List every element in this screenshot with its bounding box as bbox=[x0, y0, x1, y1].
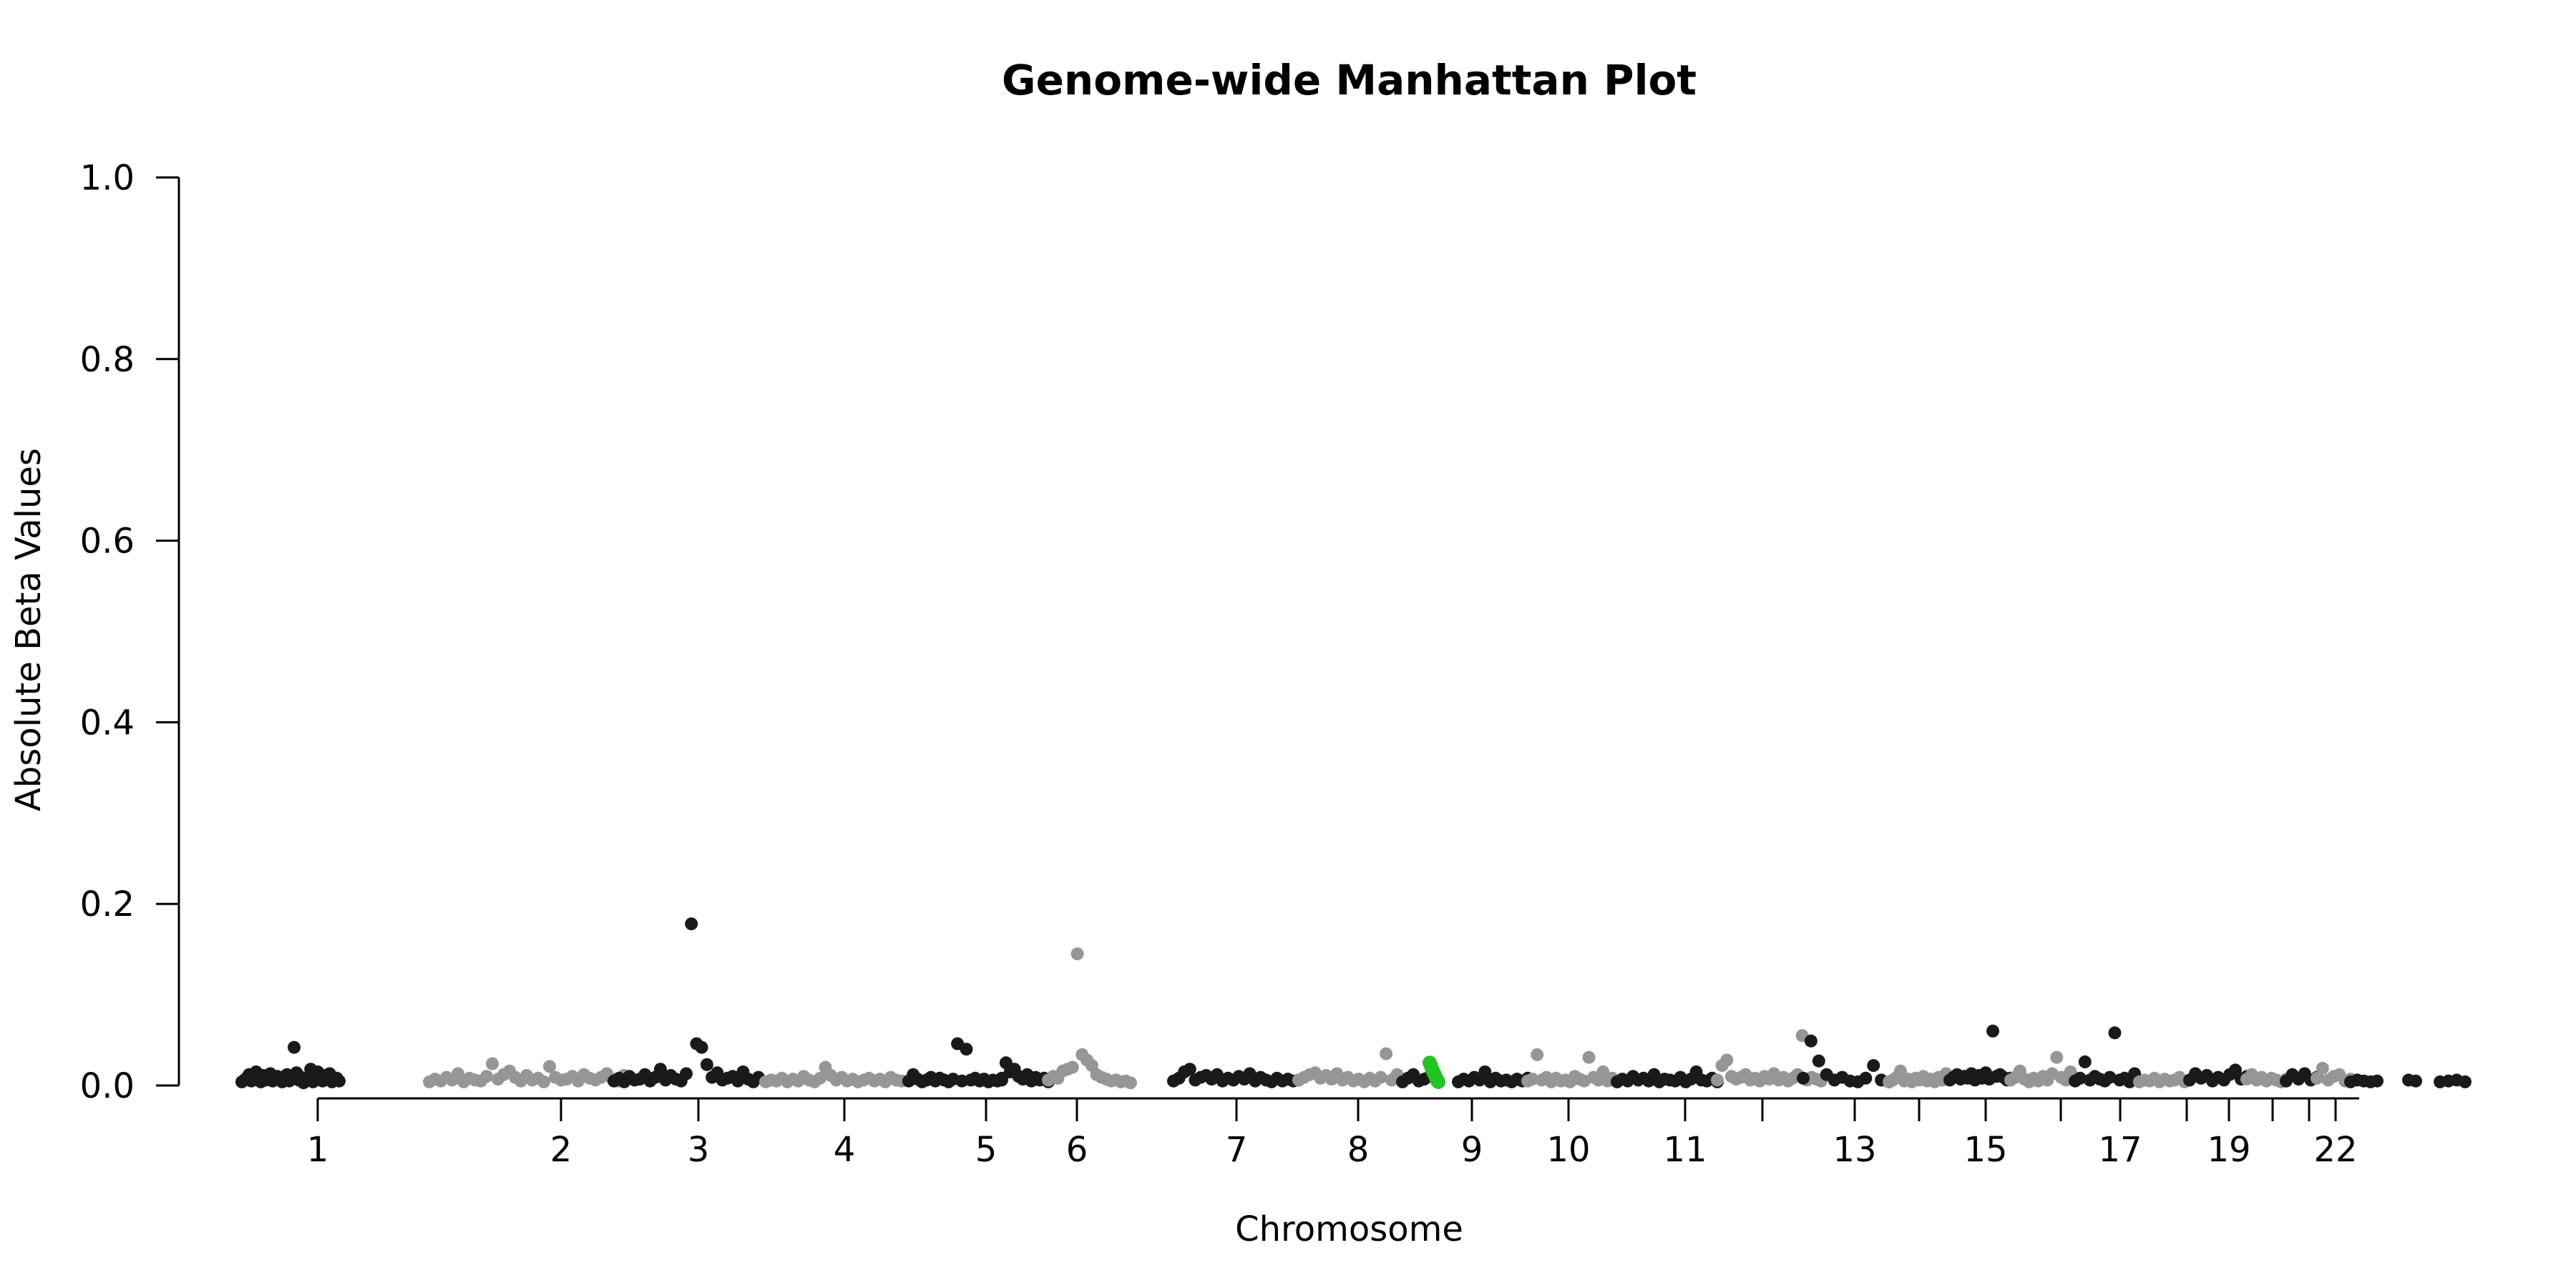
data-point bbox=[1065, 1060, 1079, 1074]
data-point bbox=[1804, 1034, 1818, 1048]
data-point bbox=[486, 1057, 499, 1070]
x-tick-label: 22 bbox=[2313, 1130, 2357, 1170]
x-tick-label: 11 bbox=[1663, 1130, 1707, 1170]
x-tick-label: 2 bbox=[550, 1130, 572, 1170]
data-point bbox=[1070, 947, 1084, 960]
x-tick-label: 6 bbox=[1066, 1130, 1088, 1170]
data-point bbox=[695, 1040, 708, 1054]
data-point bbox=[2108, 1026, 2122, 1040]
data-point bbox=[1374, 1070, 1387, 1084]
data-point bbox=[1380, 1047, 1393, 1060]
data-point bbox=[653, 1063, 667, 1076]
data-points bbox=[235, 917, 2472, 1090]
data-point bbox=[700, 1058, 713, 1071]
data-point bbox=[1720, 1053, 1734, 1067]
x-tick-label: 7 bbox=[1226, 1130, 1248, 1170]
data-point bbox=[1478, 1065, 1492, 1078]
data-point bbox=[814, 1071, 826, 1085]
x-tick-label: 13 bbox=[1833, 1130, 1876, 1170]
x-axis-label: Chromosome bbox=[1235, 1209, 1463, 1249]
x-tick-label: 4 bbox=[834, 1130, 856, 1170]
data-point bbox=[1859, 1071, 1873, 1085]
x-tick-label: 15 bbox=[1963, 1130, 2007, 1170]
data-point bbox=[1183, 1063, 1196, 1076]
data-point bbox=[1812, 1054, 1825, 1068]
y-tick-label: 0.6 bbox=[80, 522, 135, 562]
data-point bbox=[1526, 1073, 1539, 1086]
y-tick-label: 0.0 bbox=[80, 1066, 135, 1106]
data-point bbox=[2078, 1055, 2092, 1068]
data-point bbox=[288, 1040, 301, 1054]
data-point bbox=[480, 1070, 493, 1083]
data-point bbox=[2311, 1071, 2323, 1085]
data-point bbox=[1893, 1064, 1907, 1078]
data-point bbox=[1986, 1024, 1999, 1038]
chart-title: Genome-wide Manhattan Plot bbox=[1001, 56, 1697, 104]
x-tick-label: 17 bbox=[2098, 1130, 2142, 1170]
x-tick-label: 8 bbox=[1347, 1130, 1370, 1170]
data-point bbox=[680, 1067, 693, 1080]
x-tick-label: 9 bbox=[1461, 1130, 1483, 1170]
x-tick-label: 5 bbox=[975, 1130, 997, 1170]
data-point bbox=[2459, 1075, 2472, 1088]
data-point bbox=[960, 1043, 973, 1056]
data-point bbox=[685, 917, 698, 931]
x-tick-label: 10 bbox=[1546, 1130, 1590, 1170]
data-point bbox=[2316, 1061, 2329, 1075]
data-point bbox=[1582, 1050, 1596, 1064]
data-point bbox=[995, 1073, 1008, 1087]
data-point bbox=[537, 1075, 550, 1088]
data-point bbox=[2050, 1050, 2064, 1064]
y-tick-label: 0.4 bbox=[80, 703, 135, 743]
data-point bbox=[2103, 1070, 2117, 1084]
axes: 0.0 0.2 0.4 0.6 0.8 1.0 1 2 3 4 5 6 7 8 9 10 11 13 15 17 19 2… bbox=[80, 158, 2359, 1170]
data-point bbox=[1531, 1048, 1544, 1061]
data-point bbox=[2371, 1074, 2384, 1088]
y-tick-label: 0.8 bbox=[80, 340, 135, 380]
data-point bbox=[543, 1060, 556, 1073]
y-tick-label: 0.2 bbox=[80, 884, 135, 924]
x-tick-label: 19 bbox=[2207, 1130, 2250, 1170]
data-point bbox=[1867, 1059, 1880, 1073]
data-point bbox=[333, 1074, 346, 1088]
data-point bbox=[2073, 1071, 2087, 1085]
data-point bbox=[1711, 1073, 1724, 1087]
data-point bbox=[1797, 1071, 1810, 1085]
data-point bbox=[1431, 1074, 1445, 1089]
x-tick-label: 1 bbox=[307, 1130, 329, 1170]
x-tick-label: 3 bbox=[688, 1130, 710, 1170]
y-tick-label: 1.0 bbox=[80, 158, 135, 198]
data-point bbox=[1124, 1076, 1137, 1090]
data-point bbox=[2409, 1074, 2422, 1088]
